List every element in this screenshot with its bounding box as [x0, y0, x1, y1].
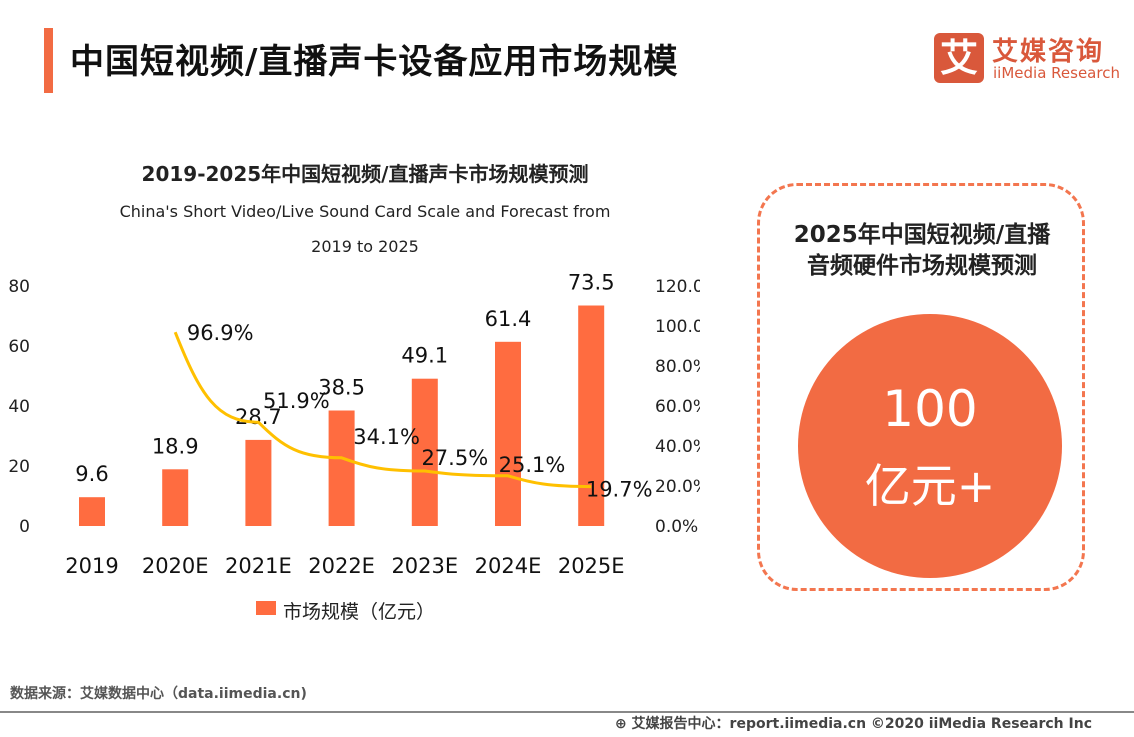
chart-title: 2019-2025年中国短视频/直播声卡市场规模预测: [141, 162, 589, 186]
bar: [411, 378, 438, 526]
bar-value-label: 49.1: [401, 344, 448, 368]
right-tick-label: 20.0%: [655, 477, 700, 497]
x-tick-label: 2025E: [558, 554, 625, 578]
highlight-value: 100: [882, 380, 978, 438]
bar-value-label: 18.9: [152, 434, 199, 458]
growth-rate-label: 27.5%: [421, 446, 488, 470]
growth-rate-label: 34.1%: [353, 425, 420, 449]
right-tick-label: 80.0%: [655, 357, 700, 377]
right-tick-label: 100.0%: [655, 317, 700, 337]
bar-value-label: 73.5: [568, 271, 615, 295]
bar-value-label: 9.6: [75, 462, 108, 486]
highlight-title-line2: 音频硬件市场规模预测: [807, 253, 1037, 279]
legend-swatch: [256, 601, 276, 615]
x-tick-label: 2020E: [142, 554, 209, 578]
chart: 0 20 40 60 80 0.0% 20.0% 40.0% 60.0% 80.0% 100.0% 1…: [8, 271, 700, 579]
bar: [495, 341, 521, 526]
legend-label: 市场规模（亿元）: [283, 601, 436, 623]
bar: [578, 305, 605, 526]
bar: [245, 439, 272, 526]
x-tick-label: 2021E: [225, 554, 292, 578]
left-tick-label: 0: [19, 517, 30, 537]
left-tick-label: 60: [8, 337, 30, 357]
highlight-circle: 100 亿元+: [798, 314, 1062, 578]
bar-value-label: 61.4: [485, 307, 532, 331]
left-tick-label: 80: [8, 277, 30, 297]
highlight-title-line1: 2025年中国短视频/直播: [793, 222, 1051, 248]
bar: [79, 497, 105, 526]
highlight-title: 2025年中国短视频/直播 音频硬件市场规模预测: [757, 220, 1087, 282]
growth-rate-line: [173, 331, 592, 489]
bar-value-label: 38.5: [318, 376, 365, 400]
left-tick-label: 20: [8, 457, 30, 477]
growth-rate-label: 25.1%: [499, 453, 566, 477]
highlight-box: [757, 183, 1085, 591]
right-tick-label: 40.0%: [655, 437, 700, 457]
footer-credit: ⊕ 艾媒报告中心：report.iimedia.cn ©2020 iiMedia…: [614, 716, 1092, 732]
left-tick-label: 40: [8, 397, 30, 417]
x-tick-label: 2019: [65, 554, 118, 578]
chart-subtitle: China's Short Video/Live Sound Card Scal…: [119, 202, 611, 221]
right-tick-label: 120.0%: [655, 277, 700, 297]
x-tick-label: 2022E: [308, 554, 375, 578]
title-accent-bar: [44, 28, 53, 93]
page-title: 中国短视频/直播声卡设备应用市场规模: [70, 42, 679, 82]
growth-rate-label: 51.9%: [263, 389, 330, 413]
bar: [328, 410, 355, 526]
footer-divider: [0, 711, 1134, 713]
x-tick-label: 2024E: [475, 554, 542, 578]
data-source: 数据来源：艾媒数据中心（data.iimedia.cn): [10, 686, 307, 702]
chart-subtitle-2: 2019 to 2025: [311, 237, 419, 256]
growth-rate-label: 19.7%: [586, 478, 653, 502]
highlight-unit: 亿元+: [864, 459, 996, 513]
right-tick-label: 60.0%: [655, 397, 700, 417]
logo-text-en: iiMedia Research: [993, 64, 1120, 82]
logo-text-cn: 艾媒咨询: [992, 37, 1105, 67]
right-tick-label: 0.0%: [655, 517, 698, 537]
x-tick-label: 2023E: [391, 554, 458, 578]
logo-icon: 艾: [934, 33, 984, 83]
bar-value-label: 28.7: [235, 405, 282, 429]
bar: [162, 469, 189, 526]
growth-rate-label: 96.9%: [187, 321, 254, 345]
